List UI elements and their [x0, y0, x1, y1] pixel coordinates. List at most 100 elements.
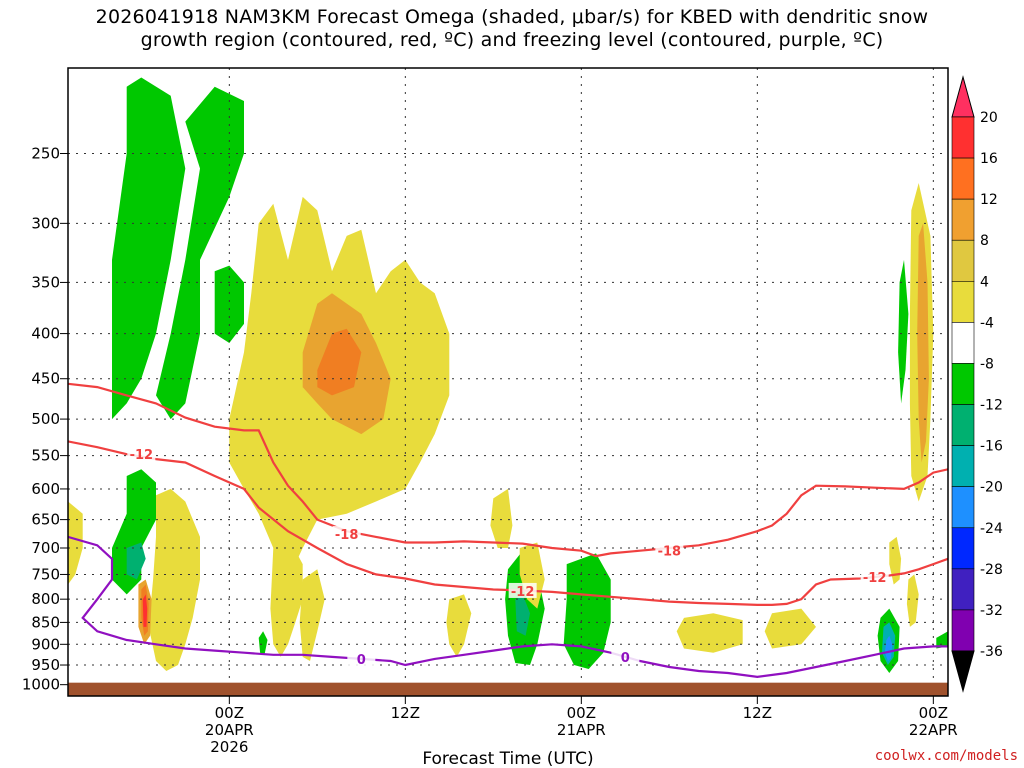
plot-frame — [67, 67, 949, 697]
colorbar: 20 16 12 8 4 -4 -8 -12 -16 -20 -24 -28 -32 -36 — [951, 75, 1003, 693]
contour-label-bg-1-1 — [655, 542, 684, 558]
colorbar-label-10: -24 — [980, 521, 1003, 537]
contour-label-bg-0-0 — [127, 446, 156, 462]
contour-label-1-0: -18 — [335, 528, 359, 543]
contour-label-bg-2-1 — [611, 648, 640, 664]
omega-region-7 — [898, 259, 909, 404]
y-tick-label-600: 600 — [31, 480, 60, 498]
contour-label-0-1: -12 — [511, 585, 535, 600]
colorbar-label-12: -32 — [980, 603, 1003, 619]
omega-region-23 — [764, 608, 816, 649]
colorbar-label-7: -12 — [980, 398, 1003, 414]
colorbar-top-arrow — [951, 75, 975, 118]
contour-label-0-2: -12 — [863, 571, 887, 586]
omega-region-25 — [889, 536, 902, 585]
x-axis-title: Forecast Time (UTC) — [422, 749, 593, 768]
contour-label-bg-0-2 — [860, 568, 889, 584]
contour-label-bg-2-0 — [347, 650, 376, 666]
colorbar-label-5: -4 — [980, 315, 994, 331]
grid — [68, 68, 948, 696]
colorbar-box-11 — [951, 568, 975, 611]
omega-region-20 — [490, 488, 513, 548]
colorbar-label-13: -36 — [980, 644, 1003, 660]
y-tick-label-700: 700 — [31, 539, 60, 557]
colorbar-label-0: 20 — [980, 110, 998, 126]
colorbar-box-1 — [951, 157, 975, 200]
omega-region-4 — [258, 631, 268, 655]
contour-label-1-1: -18 — [658, 545, 682, 560]
colorbar-box-0 — [951, 116, 975, 159]
colorbar-box-12 — [951, 609, 975, 652]
colorbar-label-1: 16 — [980, 151, 998, 167]
omega-region-30 — [317, 328, 362, 396]
y-axis: 250 300 350 400 450 500 550 600 650 700 750 800 850 9… — [22, 144, 68, 694]
y-tick-label-400: 400 — [31, 325, 60, 343]
contour-label-bg-1-0 — [332, 526, 361, 542]
omega-region-26 — [906, 574, 919, 627]
y-tick-label-250: 250 — [31, 144, 60, 162]
colorbar-box-9 — [951, 486, 975, 529]
omega-region-15 — [68, 501, 83, 585]
x-tick-label-42-0: 12Z — [743, 704, 772, 722]
contour-2 — [68, 535, 948, 679]
colorbar-box-2 — [951, 198, 975, 241]
omega-region-11 — [515, 594, 530, 636]
x-tick-label-30-0: 00Z — [567, 704, 596, 722]
omega-region-17 — [270, 536, 303, 657]
omega-region-3 — [112, 469, 156, 595]
colorbar-label-3: 8 — [980, 233, 989, 249]
omega-region-0 — [112, 77, 186, 420]
omega-region-19 — [446, 594, 472, 657]
x-tick-label-6-2: 2026 — [210, 738, 248, 756]
y-tick-label-500: 500 — [31, 410, 60, 428]
x-tick-label-54-0: 00Z — [919, 704, 948, 722]
y-tick-label-950: 950 — [31, 656, 60, 674]
omega-region-6 — [563, 553, 611, 669]
credit-text[interactable]: coolwx.com/models — [874, 748, 1018, 764]
y-tick-label-800: 800 — [31, 590, 60, 608]
omega-region-28 — [917, 223, 929, 463]
y-tick-label-850: 850 — [31, 613, 60, 631]
y-tick-label-650: 650 — [31, 511, 60, 529]
colorbar-box-7 — [951, 404, 975, 446]
omega-region-1 — [156, 86, 244, 420]
colorbar-box-6 — [951, 363, 975, 405]
chart-title: 2026041918 NAM3KM Forecast Omega (shaded… — [0, 6, 1024, 52]
omega-region-22 — [676, 613, 743, 653]
y-tick-label-350: 350 — [31, 273, 60, 291]
colorbar-label-11: -28 — [980, 562, 1003, 578]
omega-region-13 — [884, 635, 893, 661]
contour-label-bg-0-1 — [508, 582, 537, 598]
colorbar-label-6: -8 — [980, 356, 994, 372]
y-tick-label-1000: 1000 — [22, 676, 60, 694]
colorbar-label-2: 12 — [980, 192, 998, 208]
colorbar-bottom-arrow — [951, 650, 975, 693]
ground-strip — [68, 682, 948, 696]
contours: -12 -12 -12 -18 -18 0 0 — [68, 382, 948, 679]
contour-0 — [68, 440, 948, 606]
x-tick-label-18-0: 12Z — [391, 704, 420, 722]
colorbar-label-9: -20 — [980, 480, 1003, 496]
contour-label-0-0: -12 — [130, 448, 154, 463]
title-line-1: 2026041918 NAM3KM Forecast Omega (shaded… — [95, 6, 929, 28]
contour-label-2-1: 0 — [621, 651, 630, 666]
x-tick-label-30-1: 21APR — [557, 721, 606, 739]
omega-region-8 — [936, 631, 948, 649]
colorbar-box-3 — [951, 239, 975, 282]
x-tick-label-6-1: 20APR — [205, 721, 254, 739]
contour-1 — [68, 382, 948, 558]
omega-region-2 — [214, 265, 244, 343]
colorbar-label-4: 4 — [980, 274, 989, 290]
y-tick-label-450: 450 — [31, 370, 60, 388]
title-line-2: growth region (contoured, red, ºC) and f… — [140, 29, 884, 51]
x-tick-label-54-1: 22APR — [909, 721, 958, 739]
omega-region-32 — [142, 594, 148, 627]
y-tick-label-900: 900 — [31, 635, 60, 653]
colorbar-box-8 — [951, 445, 975, 487]
colorbar-label-8: -16 — [980, 439, 1003, 455]
colorbar-box-4 — [951, 281, 975, 323]
colorbar-box-10 — [951, 527, 975, 570]
omega-region-18 — [299, 569, 325, 661]
omega-region-16 — [148, 488, 200, 671]
